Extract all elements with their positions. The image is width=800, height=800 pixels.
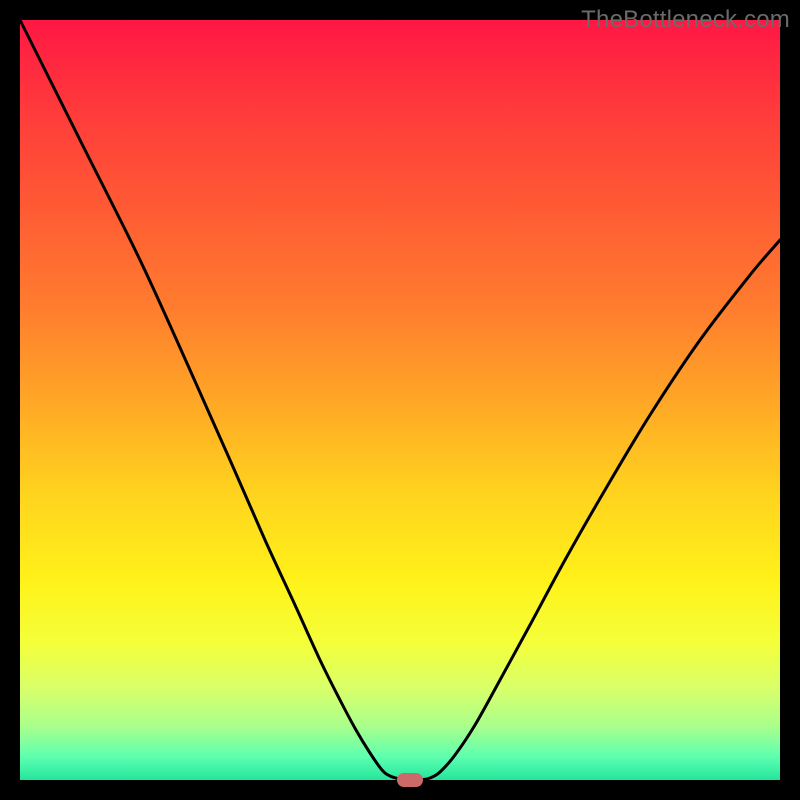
optimal-point-marker [397,773,423,787]
chart-container: TheBottleneck.com [0,0,800,800]
bottleneck-chart [0,0,800,800]
plot-background [20,20,780,780]
